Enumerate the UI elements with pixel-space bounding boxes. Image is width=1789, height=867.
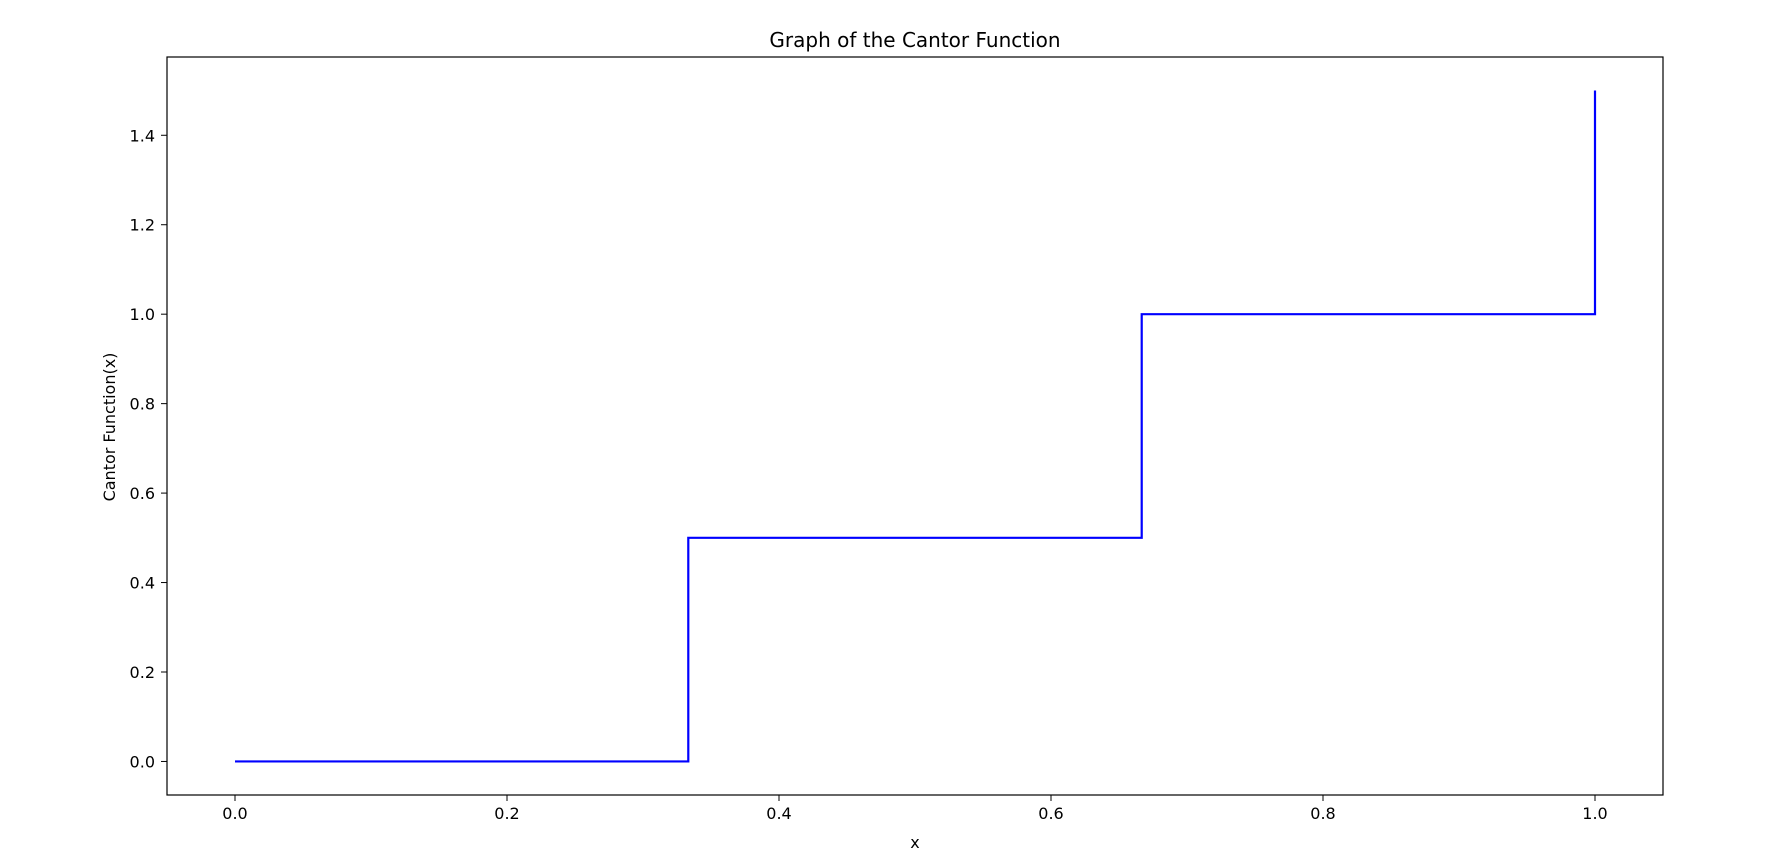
x-tick-label-2: 0.4 <box>766 804 791 823</box>
x-tick-label-5: 1.0 <box>1582 804 1607 823</box>
y-tick-label-3: 0.6 <box>130 484 155 503</box>
y-tick-label-5: 1.0 <box>130 305 155 324</box>
y-tick-label-6: 1.2 <box>130 216 155 235</box>
axes-frame <box>166 56 1664 796</box>
y-tick-label-0: 0.0 <box>130 752 155 771</box>
y-axis-label: Cantor Function(x) <box>100 353 119 502</box>
y-tick-label-7: 1.4 <box>130 126 155 145</box>
x-tick-label-3: 0.6 <box>1038 804 1063 823</box>
x-axis-label: x <box>910 833 919 852</box>
series-line-0 <box>235 90 1597 763</box>
y-tick-label-1: 0.2 <box>130 663 155 682</box>
x-tick-label-0: 0.0 <box>222 804 247 823</box>
y-tick-label-2: 0.4 <box>130 574 155 593</box>
chart-title: Graph of the Cantor Function <box>769 28 1060 52</box>
x-tick-label-4: 0.8 <box>1310 804 1335 823</box>
plot-area: 0.0 0.2 0.4 0.6 0.8 1.0 0.0 0.2 0.4 0.6 0.8 1.0 1.2 1… <box>130 56 1664 823</box>
x-tick-label-1: 0.2 <box>494 804 519 823</box>
y-tick-label-4: 0.8 <box>130 395 155 414</box>
